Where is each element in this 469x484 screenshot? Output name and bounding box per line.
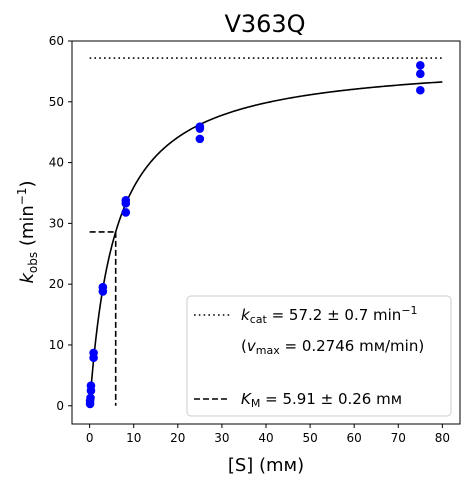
data-point bbox=[195, 122, 205, 132]
axis-ticks: 0 10 20 30 40 50 60 70 80 0 10 20 30 40 50 60 bbox=[49, 34, 450, 445]
legend-vmax-label: (vmax = 0.2746 mм/min) bbox=[241, 337, 424, 357]
data-point bbox=[416, 69, 425, 79]
data-point bbox=[89, 348, 98, 358]
y-tick-label: 50 bbox=[49, 95, 64, 109]
x-tick-label: 20 bbox=[170, 431, 185, 445]
legend-box bbox=[186, 295, 452, 417]
x-tick-label: 10 bbox=[126, 431, 141, 445]
y-axis-label: kobs (min−1) bbox=[15, 180, 40, 283]
legend-kcat-label: kcat = 57.2 ± 0.7 min−1 bbox=[241, 304, 418, 326]
reference-lines bbox=[89, 57, 443, 406]
data-point bbox=[195, 134, 205, 144]
y-tick-label: 30 bbox=[49, 216, 64, 230]
y-tick-label: 20 bbox=[49, 277, 64, 291]
data-point bbox=[121, 208, 131, 217]
x-tick-label: 40 bbox=[258, 431, 273, 445]
data-point bbox=[121, 195, 131, 205]
x-axis-label: [S] (mм) bbox=[228, 455, 304, 476]
data-point bbox=[86, 381, 96, 391]
x-tick-label: 0 bbox=[86, 431, 94, 445]
data-points bbox=[85, 61, 425, 409]
chart-title: V363Q bbox=[224, 10, 305, 38]
fit-curve bbox=[88, 81, 443, 406]
x-tick-label: 50 bbox=[302, 431, 317, 445]
data-point bbox=[416, 61, 425, 70]
legend-km-label: KM = 5.91 ± 0.26 mм bbox=[241, 390, 402, 410]
y-tick-label: 40 bbox=[49, 156, 64, 170]
y-tick-label: 0 bbox=[56, 399, 64, 413]
x-tick-label: 80 bbox=[435, 431, 450, 445]
y-tick-label: 10 bbox=[49, 338, 64, 352]
data-point bbox=[86, 393, 95, 403]
x-tick-label: 30 bbox=[214, 431, 229, 445]
x-tick-label: 60 bbox=[347, 431, 362, 445]
x-tick-label: 70 bbox=[391, 431, 406, 445]
data-point bbox=[98, 282, 108, 292]
y-tick-label: 60 bbox=[49, 34, 64, 48]
data-point bbox=[416, 85, 425, 95]
legend: kcat = 57.2 ± 0.7 min−1 (vmax = 0.2746 m… bbox=[186, 295, 452, 417]
